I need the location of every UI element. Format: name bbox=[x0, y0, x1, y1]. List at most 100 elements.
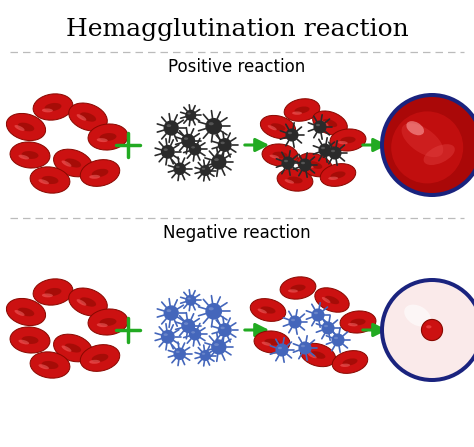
Ellipse shape bbox=[332, 350, 368, 373]
Circle shape bbox=[380, 93, 474, 197]
Ellipse shape bbox=[284, 179, 294, 184]
Circle shape bbox=[185, 110, 196, 121]
Ellipse shape bbox=[323, 119, 337, 127]
Text: Positive reaction: Positive reaction bbox=[168, 58, 306, 76]
Ellipse shape bbox=[30, 167, 70, 193]
Ellipse shape bbox=[270, 155, 279, 159]
Ellipse shape bbox=[80, 345, 120, 371]
Ellipse shape bbox=[350, 319, 365, 325]
Circle shape bbox=[275, 343, 289, 357]
Ellipse shape bbox=[187, 298, 191, 299]
Ellipse shape bbox=[291, 319, 295, 321]
Circle shape bbox=[211, 154, 227, 170]
Circle shape bbox=[421, 320, 443, 341]
Ellipse shape bbox=[30, 352, 70, 378]
Ellipse shape bbox=[89, 360, 100, 364]
Circle shape bbox=[205, 118, 222, 135]
Circle shape bbox=[328, 147, 342, 160]
Ellipse shape bbox=[308, 353, 317, 358]
Ellipse shape bbox=[284, 160, 288, 162]
Ellipse shape bbox=[69, 288, 107, 316]
Text: Hemagglutination reaction: Hemagglutination reaction bbox=[65, 18, 409, 41]
Ellipse shape bbox=[33, 279, 73, 305]
Ellipse shape bbox=[271, 123, 285, 131]
Ellipse shape bbox=[254, 331, 290, 353]
Ellipse shape bbox=[310, 351, 326, 359]
Ellipse shape bbox=[164, 148, 168, 151]
Ellipse shape bbox=[209, 307, 214, 310]
Ellipse shape bbox=[325, 296, 339, 304]
Ellipse shape bbox=[287, 177, 302, 183]
Ellipse shape bbox=[338, 141, 348, 144]
Ellipse shape bbox=[278, 347, 282, 349]
Ellipse shape bbox=[18, 340, 29, 345]
Circle shape bbox=[311, 308, 325, 321]
Ellipse shape bbox=[166, 124, 171, 127]
Ellipse shape bbox=[15, 125, 25, 131]
Circle shape bbox=[173, 163, 186, 175]
Ellipse shape bbox=[38, 364, 49, 369]
Ellipse shape bbox=[202, 353, 205, 355]
Circle shape bbox=[218, 138, 232, 152]
Ellipse shape bbox=[6, 299, 46, 325]
Circle shape bbox=[164, 305, 179, 320]
Ellipse shape bbox=[261, 306, 275, 314]
Ellipse shape bbox=[62, 160, 72, 167]
Ellipse shape bbox=[330, 129, 366, 151]
Ellipse shape bbox=[258, 308, 267, 313]
Ellipse shape bbox=[184, 322, 188, 325]
Ellipse shape bbox=[62, 346, 72, 352]
Ellipse shape bbox=[331, 150, 335, 152]
Ellipse shape bbox=[77, 299, 86, 306]
Ellipse shape bbox=[320, 164, 356, 186]
Ellipse shape bbox=[184, 137, 188, 140]
Ellipse shape bbox=[54, 334, 92, 362]
Circle shape bbox=[200, 165, 211, 176]
Circle shape bbox=[289, 316, 301, 329]
Ellipse shape bbox=[301, 343, 336, 367]
Ellipse shape bbox=[191, 331, 195, 333]
Ellipse shape bbox=[80, 160, 120, 186]
Ellipse shape bbox=[45, 103, 62, 111]
Circle shape bbox=[282, 156, 294, 169]
Ellipse shape bbox=[176, 166, 180, 168]
Ellipse shape bbox=[54, 149, 92, 177]
Ellipse shape bbox=[284, 99, 320, 121]
Circle shape bbox=[331, 333, 345, 346]
Ellipse shape bbox=[88, 309, 128, 335]
Circle shape bbox=[173, 347, 186, 360]
Ellipse shape bbox=[291, 285, 306, 291]
Ellipse shape bbox=[277, 169, 313, 191]
Circle shape bbox=[384, 97, 474, 193]
Ellipse shape bbox=[18, 308, 34, 316]
Circle shape bbox=[181, 319, 195, 333]
Circle shape bbox=[391, 111, 463, 183]
Ellipse shape bbox=[220, 327, 225, 329]
Circle shape bbox=[161, 330, 175, 344]
Ellipse shape bbox=[288, 289, 298, 293]
Circle shape bbox=[161, 145, 175, 159]
Circle shape bbox=[211, 339, 227, 354]
Ellipse shape bbox=[176, 351, 180, 353]
Ellipse shape bbox=[77, 114, 86, 121]
Ellipse shape bbox=[340, 363, 350, 367]
Ellipse shape bbox=[38, 179, 49, 184]
Ellipse shape bbox=[42, 109, 53, 112]
Ellipse shape bbox=[308, 161, 322, 169]
Circle shape bbox=[181, 134, 195, 148]
Ellipse shape bbox=[6, 114, 46, 141]
Ellipse shape bbox=[264, 339, 280, 346]
Circle shape bbox=[218, 323, 232, 337]
Ellipse shape bbox=[320, 120, 328, 126]
Ellipse shape bbox=[314, 312, 318, 314]
Circle shape bbox=[313, 120, 327, 134]
Circle shape bbox=[189, 328, 201, 341]
Ellipse shape bbox=[42, 361, 58, 369]
Ellipse shape bbox=[97, 138, 108, 142]
Ellipse shape bbox=[91, 169, 109, 177]
Circle shape bbox=[164, 120, 179, 136]
Ellipse shape bbox=[65, 158, 81, 168]
Ellipse shape bbox=[321, 147, 325, 149]
Ellipse shape bbox=[348, 323, 358, 326]
Ellipse shape bbox=[214, 343, 219, 346]
